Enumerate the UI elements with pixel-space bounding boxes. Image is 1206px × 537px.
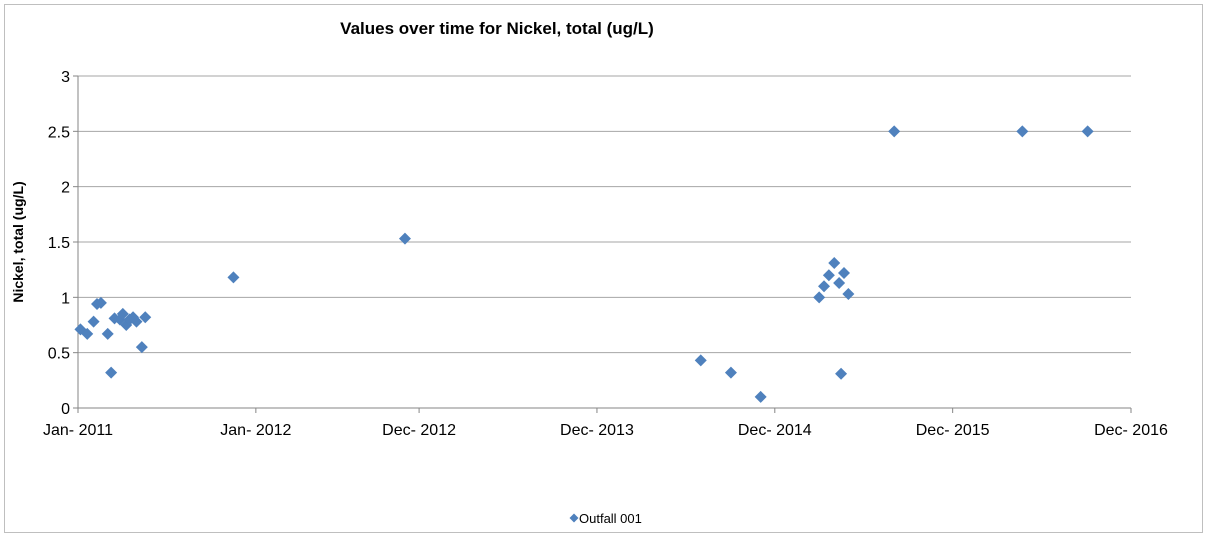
point-0-25 xyxy=(833,276,846,289)
point-0-4 xyxy=(94,296,107,309)
chart-frame xyxy=(4,4,1203,533)
data-points xyxy=(74,125,1094,403)
point-0-18 xyxy=(694,354,707,367)
point-0-31 xyxy=(1081,125,1094,138)
y-tick-label-6: 3 xyxy=(61,69,70,86)
point-0-26 xyxy=(835,367,848,380)
point-0-5 xyxy=(101,327,114,340)
point-0-15 xyxy=(139,311,152,324)
point-0-30 xyxy=(1016,125,1029,138)
point-0-9 xyxy=(116,307,129,320)
point-0-10 xyxy=(120,319,133,331)
legend-label-outfall-001: Outfall 001 xyxy=(579,511,642,526)
y-tick-label-1: 0.5 xyxy=(48,346,70,363)
y-tick-label-2: 1 xyxy=(61,290,70,307)
point-0-24 xyxy=(828,257,841,270)
x-tick-label-6: Dec- 2016 xyxy=(1094,422,1168,439)
y-axis-label: Nickel, total (ug/L) xyxy=(10,181,26,302)
point-0-28 xyxy=(842,288,855,301)
point-0-16 xyxy=(227,271,240,284)
point-0-23 xyxy=(822,269,835,282)
point-0-19 xyxy=(724,366,737,379)
legend: Outfall 001 xyxy=(569,511,642,526)
y-tick-label-4: 2 xyxy=(61,180,70,197)
x-tick-label-5: Dec- 2015 xyxy=(916,422,990,439)
point-0-17 xyxy=(398,232,411,245)
y-tick-label-0: 0 xyxy=(61,401,70,418)
x-tick-label-1: Jan- 2012 xyxy=(220,422,291,439)
point-0-13 xyxy=(130,315,143,328)
x-tick-label-0: Jan- 2011 xyxy=(43,422,113,439)
point-0-6 xyxy=(105,366,118,379)
x-tick-labels: Jan- 2011 Jan- 2012 Dec- 2012 Dec- 2013 Dec-… xyxy=(43,408,1168,439)
point-0-14 xyxy=(135,341,148,354)
y-tick-label-3: 1.5 xyxy=(48,235,70,252)
point-0-1 xyxy=(81,327,94,340)
legend-marker-outfall-001 xyxy=(569,513,579,523)
chart-title: Values over time for Nickel, total (ug/L… xyxy=(340,19,654,38)
x-tick-label-2: Dec- 2012 xyxy=(382,422,456,439)
point-0-20 xyxy=(754,390,767,403)
y-tick-label-5: 2.5 xyxy=(48,124,70,141)
y-tick-labels: 0 0.5 1 1.5 2 2.5 3 xyxy=(48,69,70,418)
grid-lines xyxy=(73,75,1131,409)
point-0-29 xyxy=(888,125,901,138)
point-0-22 xyxy=(818,280,831,293)
x-tick-label-3: Dec- 2013 xyxy=(560,422,634,439)
point-0-21 xyxy=(813,291,826,304)
point-0-27 xyxy=(837,266,850,279)
x-tick-label-4: Dec- 2014 xyxy=(738,422,812,439)
point-0-2 xyxy=(87,315,100,328)
